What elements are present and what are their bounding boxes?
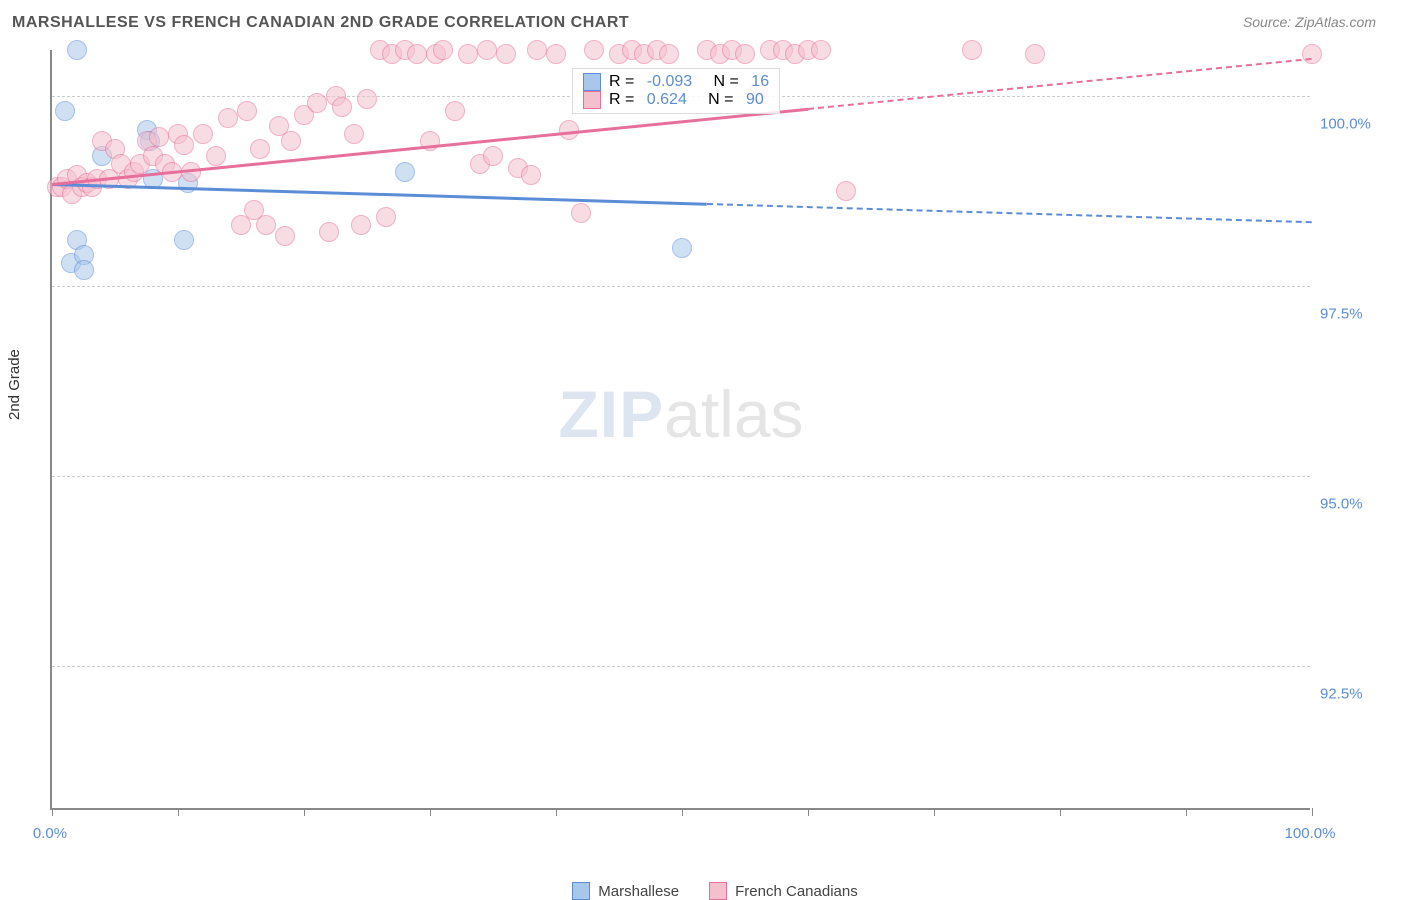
y-tick-label: 95.0% bbox=[1320, 495, 1363, 512]
data-point bbox=[496, 44, 516, 64]
data-point bbox=[174, 230, 194, 250]
trend-line bbox=[52, 108, 808, 186]
legend-label: Marshallese bbox=[598, 883, 679, 900]
legend-item: French Canadians bbox=[709, 882, 858, 900]
data-point bbox=[237, 101, 257, 121]
data-point bbox=[250, 139, 270, 159]
x-tick bbox=[1312, 808, 1313, 816]
x-tick bbox=[52, 808, 53, 816]
x-tick bbox=[430, 808, 431, 816]
y-tick-label: 100.0% bbox=[1320, 115, 1371, 132]
data-point bbox=[584, 40, 604, 60]
data-point bbox=[174, 135, 194, 155]
data-point bbox=[1302, 44, 1322, 64]
data-point bbox=[483, 146, 503, 166]
y-tick-label: 97.5% bbox=[1320, 305, 1363, 322]
data-point bbox=[206, 146, 226, 166]
data-point bbox=[811, 40, 831, 60]
data-point bbox=[67, 40, 87, 60]
gridline bbox=[52, 286, 1310, 287]
x-tick bbox=[1186, 808, 1187, 816]
stat-n-label: N = bbox=[695, 91, 738, 109]
data-point bbox=[659, 44, 679, 64]
data-point bbox=[351, 215, 371, 235]
title-row: MARSHALLESE VS FRENCH CANADIAN 2ND GRADE… bbox=[0, 0, 1406, 36]
chart: ZIPatlas R = -0.093 N = 16R = 0.624 N = … bbox=[50, 50, 1380, 830]
data-point bbox=[571, 203, 591, 223]
data-point bbox=[218, 108, 238, 128]
data-point bbox=[281, 131, 301, 151]
trend-line bbox=[707, 203, 1312, 223]
data-point bbox=[332, 97, 352, 117]
x-tick bbox=[934, 808, 935, 816]
data-point bbox=[445, 101, 465, 121]
stat-r-label: R = bbox=[609, 73, 639, 91]
data-point bbox=[477, 40, 497, 60]
data-point bbox=[319, 222, 339, 242]
data-point bbox=[527, 40, 547, 60]
x-tick bbox=[682, 808, 683, 816]
data-point bbox=[275, 226, 295, 246]
data-point bbox=[672, 238, 692, 258]
data-point bbox=[357, 89, 377, 109]
data-point bbox=[55, 101, 75, 121]
x-tick bbox=[1060, 808, 1061, 816]
gridline bbox=[52, 476, 1310, 477]
stat-r-value: 0.624 bbox=[647, 91, 687, 109]
data-point bbox=[395, 162, 415, 182]
data-point bbox=[307, 93, 327, 113]
data-point bbox=[376, 207, 396, 227]
source-label: Source: ZipAtlas.com bbox=[1243, 14, 1376, 30]
x-tick bbox=[556, 808, 557, 816]
trend-line bbox=[808, 58, 1312, 110]
data-point bbox=[256, 215, 276, 235]
stat-r-value: -0.093 bbox=[647, 73, 692, 91]
legend-label: French Canadians bbox=[735, 883, 858, 900]
plot-area: ZIPatlas R = -0.093 N = 16R = 0.624 N = … bbox=[50, 50, 1310, 810]
data-point bbox=[546, 44, 566, 64]
stat-n-label: N = bbox=[700, 73, 743, 91]
data-point bbox=[344, 124, 364, 144]
stats-box: R = -0.093 N = 16R = 0.624 N = 90 bbox=[572, 68, 780, 114]
data-point bbox=[735, 44, 755, 64]
y-tick-label: 92.5% bbox=[1320, 685, 1363, 702]
stat-r-label: R = bbox=[609, 91, 639, 109]
legend-swatch bbox=[583, 91, 601, 109]
data-point bbox=[521, 165, 541, 185]
stats-row: R = -0.093 N = 16 bbox=[583, 73, 769, 91]
chart-title: MARSHALLESE VS FRENCH CANADIAN 2ND GRADE… bbox=[12, 14, 629, 32]
data-point bbox=[1025, 44, 1045, 64]
legend-item: Marshallese bbox=[572, 882, 679, 900]
data-point bbox=[458, 44, 478, 64]
data-point bbox=[74, 260, 94, 280]
x-tick bbox=[304, 808, 305, 816]
x-tick-label: 0.0% bbox=[33, 825, 67, 842]
data-point bbox=[149, 127, 169, 147]
legend-swatch bbox=[709, 882, 727, 900]
y-axis-label: 2nd Grade bbox=[6, 349, 23, 420]
stat-n-value: 90 bbox=[746, 91, 764, 109]
x-tick bbox=[808, 808, 809, 816]
stat-n-value: 16 bbox=[751, 73, 769, 91]
legend-swatch bbox=[583, 73, 601, 91]
bottom-legend: Marshallese French Canadians bbox=[50, 882, 1380, 900]
legend-swatch bbox=[572, 882, 590, 900]
data-point bbox=[407, 44, 427, 64]
x-tick bbox=[178, 808, 179, 816]
x-tick-label: 100.0% bbox=[1285, 825, 1336, 842]
stats-row: R = 0.624 N = 90 bbox=[583, 91, 769, 109]
data-point bbox=[433, 40, 453, 60]
data-point bbox=[836, 181, 856, 201]
trend-line bbox=[52, 183, 707, 205]
watermark: ZIPatlas bbox=[558, 376, 803, 452]
data-point bbox=[193, 124, 213, 144]
data-point bbox=[962, 40, 982, 60]
gridline bbox=[52, 666, 1310, 667]
